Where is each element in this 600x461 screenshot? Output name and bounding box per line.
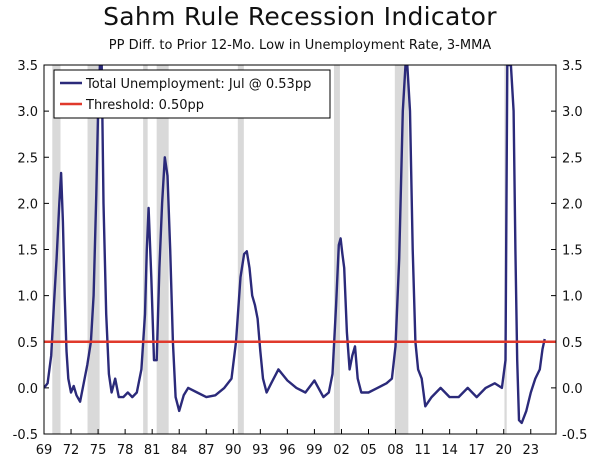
y-tick-label-left: 1.5 [17,244,38,259]
y-tick-label-left: 2.0 [17,197,38,212]
x-tick-label: 14 [441,443,458,458]
x-tick-label: 69 [36,443,53,458]
x-tick-label: 17 [468,443,485,458]
legend-label-series: Total Unemployment: Jul @ 0.53pp [85,77,311,92]
recession-band-5 [237,65,244,434]
chart-title: Sahm Rule Recession Indicator [103,2,497,31]
recession-band-4 [156,65,169,434]
recession-band-6 [333,65,340,434]
y-tick-label-right: 1.0 [562,290,583,305]
series-line-total-unemployment [44,65,546,425]
y-axis-right: 3.5 3.0 2.5 2.0 1.5 1.0 0.5 0.0 -0.5 [551,59,587,443]
x-tick-label: 99 [306,443,323,458]
x-tick-label: 75 [90,443,107,458]
x-tick-label: 84 [171,443,188,458]
y-tick-label-left: 3.0 [17,105,38,120]
y-axis-left: 3.5 3.0 2.5 2.0 1.5 1.0 0.5 0.0 -0.5 [13,59,49,443]
x-tick-label: 93 [252,443,269,458]
legend-label-threshold: Threshold: 0.50pp [85,98,204,113]
y-tick-label-right: -0.5 [562,428,587,443]
x-tick-label: 23 [522,443,539,458]
x-tick-label: 11 [414,443,431,458]
x-tick-label: 08 [387,443,404,458]
plot-frame [43,64,557,435]
y-tick-label-right: 0.0 [562,382,583,397]
y-tick-label-right: 3.5 [562,59,583,74]
x-tick-label: 87 [198,443,215,458]
y-tick-label-right: 0.5 [562,336,583,351]
x-tick-label: 81 [144,443,161,458]
y-tick-label-left: 0.5 [17,336,38,351]
y-tick-label-right: 2.5 [562,151,583,166]
y-tick-label-left: -0.5 [13,428,38,443]
recession-band-3 [143,65,148,434]
series-layer [44,65,556,425]
chart-subtitle: PP Diff. to Prior 12-Mo. Low in Unemploy… [108,38,492,53]
y-tick-label-left: 1.0 [17,290,38,305]
x-tick-label: 90 [225,443,242,458]
x-tick-label: 20 [495,443,512,458]
y-tick-label-left: 3.5 [17,59,38,74]
recession-bands [52,65,507,434]
x-axis: 69 72 75 78 81 84 87 90 93 96 99 02 05 08 11 14 17 20 23 [36,429,539,458]
y-tick-label-left: 0.0 [17,382,38,397]
y-tick-label-left: 2.5 [17,151,38,166]
x-tick-label: 05 [360,443,377,458]
legend: Total Unemployment: Jul @ 0.53pp Threshol… [53,69,331,119]
legend-box [53,69,331,119]
x-tick-label: 02 [333,443,350,458]
x-tick-label: 96 [279,443,296,458]
x-tick-label: 72 [63,443,80,458]
x-tick-label: 78 [117,443,134,458]
y-tick-label-right: 2.0 [562,197,583,212]
y-tick-label-right: 3.0 [562,105,583,120]
y-tick-label-right: 1.5 [562,244,583,259]
